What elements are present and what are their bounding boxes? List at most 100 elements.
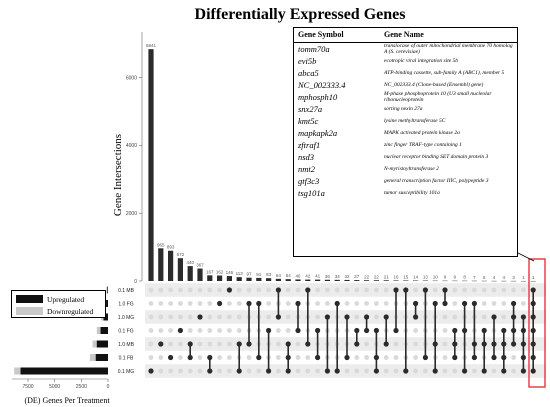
matrix-dot-empty xyxy=(256,368,262,374)
intersection-bar-label: 1 xyxy=(522,275,525,280)
set-size-axis-label: (DE) Genes Per Treatment xyxy=(24,396,110,405)
matrix-dot-empty xyxy=(246,355,252,360)
matrix-dot-empty xyxy=(452,314,458,320)
matrix-dot-empty xyxy=(315,314,320,320)
matrix-dot-filled xyxy=(462,300,468,307)
matrix-dot-empty xyxy=(197,355,203,360)
matrix-dot-empty xyxy=(374,301,379,306)
intersection-bar xyxy=(187,266,193,281)
intersection-bar-label: 162 xyxy=(216,270,224,275)
matrix-dot-empty xyxy=(236,287,242,293)
matrix-dot-empty xyxy=(246,368,252,374)
intersection-bar-label: 6841 xyxy=(146,43,157,48)
gene-name: M-phase phosphoprotein 10 (U3 small nucl… xyxy=(384,91,492,103)
gene-name: zinc finger TRAF-type containing 1 xyxy=(384,142,462,148)
gene-name: sorting nexin 27a xyxy=(384,106,423,112)
intersection-bar-label: 9 xyxy=(454,275,457,280)
intersection-bar xyxy=(373,280,379,281)
matrix-dot-empty xyxy=(354,287,360,293)
matrix-dot-empty xyxy=(246,287,252,293)
gene-row: nsd3 nuclear receptor binding SET domain … xyxy=(294,151,517,163)
matrix-dot-filled xyxy=(510,314,517,320)
matrix-dot-filled xyxy=(197,314,203,320)
intersection-bar xyxy=(246,277,252,281)
intersection-bar-label: 46 xyxy=(295,273,301,278)
matrix-dot-empty xyxy=(276,368,281,374)
matrix-dot-filled xyxy=(344,354,350,361)
matrix-dot-filled xyxy=(462,327,468,334)
matrix-dot-filled xyxy=(373,368,379,374)
gene-symbol: gtf3c3 xyxy=(298,176,320,186)
matrix-dot-filled xyxy=(491,354,497,361)
callout-line xyxy=(517,252,535,262)
intersection-bar-label: 22 xyxy=(374,274,380,279)
matrix-dot-empty xyxy=(491,368,497,374)
matrix-dot-filled xyxy=(364,327,370,334)
intersection-bar xyxy=(168,250,174,281)
matrix-dot-empty xyxy=(187,328,193,333)
gene-name: nuclear receptor binding SET domain prot… xyxy=(384,154,489,160)
matrix-dot-filled xyxy=(481,341,487,347)
matrix-dot-empty xyxy=(442,368,448,374)
gene-row: nmt2 N-myristoyltransferase 2 xyxy=(294,163,517,175)
highlight-box xyxy=(528,258,546,388)
legend-swatch-upregulated xyxy=(16,295,43,303)
gene-name: translocase of outer mitochondrial membr… xyxy=(384,43,513,55)
intersection-bar xyxy=(236,277,242,281)
intersection-bar-label: 113 xyxy=(236,271,244,276)
matrix-dot-empty xyxy=(472,368,477,374)
intersection-bar-label: 146 xyxy=(226,270,234,275)
intersection-bar xyxy=(197,268,203,281)
matrix-dot-filled xyxy=(334,368,340,374)
matrix-dot-filled xyxy=(530,341,536,347)
legend-label-downregulated: Downregulated xyxy=(47,306,94,316)
intersection-bar xyxy=(256,277,262,281)
matrix-dot-filled xyxy=(266,327,272,334)
gene-row: kmt5c lysine methyltransferase 5C xyxy=(294,115,517,127)
matrix-dot-empty xyxy=(442,341,448,347)
matrix-dot-empty xyxy=(168,301,174,306)
matrix-dot-empty xyxy=(227,301,232,306)
intersection-bar-label: 9 xyxy=(444,275,447,280)
intersection-bar-label: 91 xyxy=(256,272,262,277)
intersection-bar-label: 36 xyxy=(325,274,331,279)
matrix-dot-empty xyxy=(413,355,418,360)
gene-name: ecotropic viral integration site 5b xyxy=(384,58,459,64)
matrix-dot-filled xyxy=(452,327,458,334)
gene-row: tsg101a tumor susceptibility 101a xyxy=(294,187,517,199)
matrix-dot-empty xyxy=(501,314,507,320)
gene-name: NC_002333.4 (Clone-based (Ensembl) gene) xyxy=(384,82,484,88)
matrix-dot-empty xyxy=(187,368,193,374)
gene-name: lysine methyltransferase 5C xyxy=(384,118,446,124)
matrix-dot-empty xyxy=(295,341,301,347)
set-label: 1.0 MB xyxy=(118,342,135,348)
matrix-dot-empty xyxy=(315,287,320,293)
matrix-dot-empty xyxy=(393,368,399,374)
intersection-bar-label: 14 xyxy=(413,275,419,280)
gene-symbol: zftraf1 xyxy=(298,140,321,150)
matrix-dot-filled xyxy=(324,368,330,374)
legend-item-downregulated: Downregulated xyxy=(16,306,93,316)
matrix-dot-filled xyxy=(413,300,419,307)
intersection-bar-label: 54 xyxy=(286,273,292,278)
gene-row: NC_002333.4 NC_002333.4 (Clone-based (Ens… xyxy=(294,79,517,91)
matrix-dot-empty xyxy=(393,355,399,360)
matrix-dot-empty xyxy=(148,355,154,360)
matrix-dot-filled xyxy=(413,314,419,320)
matrix-dot-empty xyxy=(442,328,448,333)
matrix-dot-empty xyxy=(491,287,497,293)
intersection-bar xyxy=(217,275,223,281)
gene-symbol: tsg101a xyxy=(298,188,325,198)
matrix-dot-filled xyxy=(491,314,497,320)
intersection-bar-label: 16 xyxy=(393,274,399,279)
matrix-dot-empty xyxy=(276,328,281,333)
matrix-dot-filled xyxy=(520,314,527,320)
matrix-dot-filled xyxy=(501,327,507,334)
matrix-dot-empty xyxy=(217,355,223,360)
matrix-dot-filled xyxy=(481,327,487,334)
matrix-dot-empty xyxy=(178,314,183,320)
gene-symbol: mphosph10 xyxy=(298,92,338,102)
matrix-dot-filled xyxy=(501,354,507,361)
matrix-dot-filled xyxy=(432,341,438,347)
